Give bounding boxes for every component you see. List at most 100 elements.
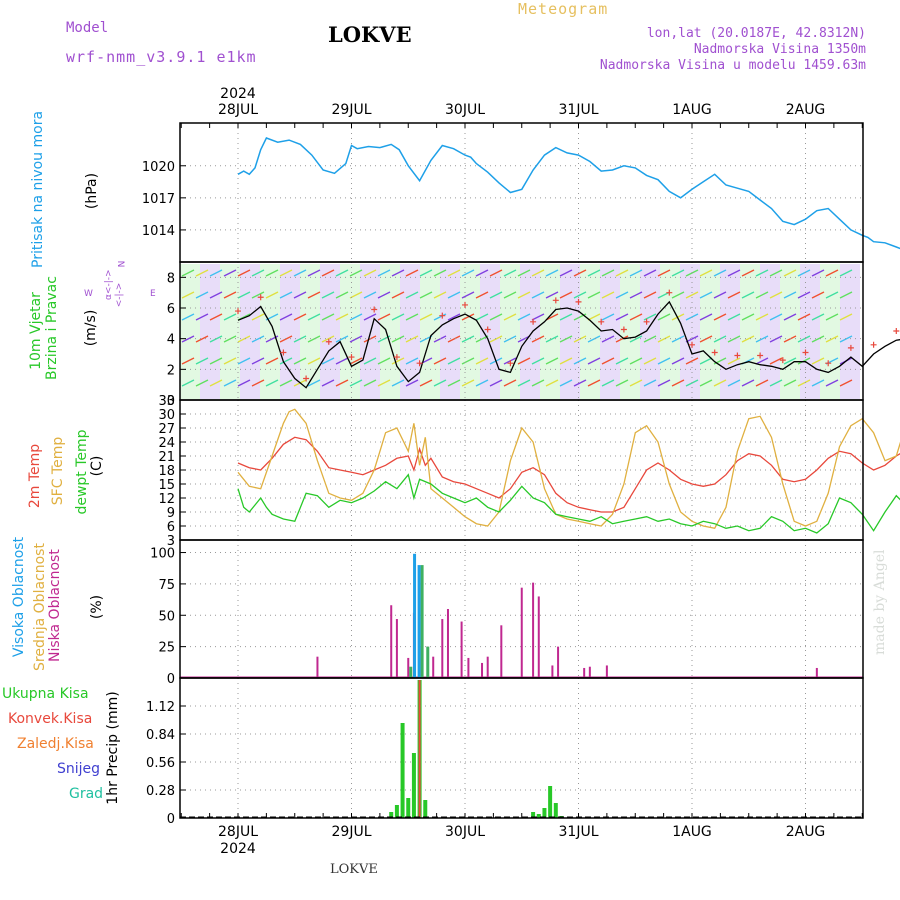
wind-arrow — [629, 291, 643, 299]
wind-arrow — [475, 313, 489, 321]
wind-gust-marker — [643, 318, 650, 325]
wind-arrow — [433, 269, 447, 277]
wind-arrow — [671, 269, 685, 277]
wind-arrow — [783, 379, 797, 387]
temperature-tick-label: 12 — [158, 492, 175, 507]
wind-arrow — [615, 335, 629, 343]
meteogram-label: Meteogram — [518, 0, 609, 18]
wind-gust-marker — [371, 306, 378, 313]
wind-barb-field — [380, 264, 400, 399]
wind-arrow — [615, 269, 629, 277]
wind-arrow — [209, 379, 223, 387]
wind-arrow — [307, 291, 321, 299]
wind-arrow — [307, 269, 321, 277]
wind-arrow — [335, 379, 349, 387]
bottom-date-label: 28JUL — [218, 824, 258, 840]
wind-gust-marker — [825, 360, 832, 367]
wind-arrow — [503, 269, 517, 277]
mid-cloud-bar — [426, 646, 430, 678]
wind-arrow — [727, 313, 741, 321]
legend-frozen-rain: Zaledj.Kisa — [17, 736, 94, 752]
wind-barb-field — [620, 264, 640, 399]
wind-arrow — [797, 313, 811, 321]
wind-arrow — [769, 313, 783, 321]
wind-arrow — [391, 313, 405, 321]
wind-arrow — [671, 379, 685, 387]
wind-arrow — [657, 379, 671, 387]
model-altitude-text: Nadmorska Visina u modelu 1459.63m — [599, 58, 866, 73]
wind-arrow — [559, 357, 573, 365]
wind-arrow — [447, 313, 461, 321]
wind-arrow — [251, 335, 265, 343]
wind-arrow — [839, 313, 853, 321]
wind-arrow — [237, 379, 251, 387]
wind-barb-field — [700, 264, 720, 399]
low-cloud-bar — [395, 619, 398, 678]
low-cloud-bar — [441, 619, 444, 678]
wind-arrow — [223, 291, 237, 299]
wind-arrow — [713, 379, 727, 387]
wind-arrow — [699, 269, 713, 277]
wind-arrow — [181, 357, 195, 365]
temp-sfc-line — [237, 408, 900, 530]
wind-barb-field — [500, 264, 520, 399]
wind-tick-label: 6 — [167, 302, 175, 317]
wind-arrow — [727, 291, 741, 299]
wind-arrow — [559, 269, 573, 277]
low-cloud-bar — [460, 621, 463, 678]
wind-arrow — [391, 357, 405, 365]
wind-arrow — [335, 313, 349, 321]
wind-arrow — [797, 357, 811, 365]
wind-arrow — [517, 269, 531, 277]
wind-barb-field — [660, 264, 680, 399]
wind-arrow — [587, 291, 601, 299]
top-date-label: 30JUL — [445, 102, 485, 118]
wind-arrow — [573, 379, 587, 387]
low-cloud-bar — [605, 665, 608, 678]
wind-gust-marker — [711, 349, 718, 356]
wind-arrow — [741, 291, 755, 299]
wind-arrow — [489, 269, 503, 277]
wind-arrow — [811, 269, 825, 277]
conv-rain-bar — [418, 680, 421, 818]
wind-arrow — [251, 291, 265, 299]
wind-arrow — [699, 357, 713, 365]
temperature-tick-label: 24 — [158, 436, 175, 451]
wind-arrow — [531, 379, 545, 387]
low-cloud-bar — [588, 666, 591, 678]
wind-arrow — [755, 379, 769, 387]
total-rain-bar — [548, 786, 553, 818]
wind-arrow — [811, 357, 825, 365]
wind-barb-field — [720, 264, 740, 399]
precip-tick-label: 0.84 — [146, 728, 175, 743]
wind-arrow — [335, 357, 349, 365]
wind-arrow — [209, 357, 223, 365]
wind-arrow — [769, 269, 783, 277]
low-cloud-bar — [486, 656, 489, 678]
temperature-tick-label: 18 — [158, 464, 175, 479]
wind-arrow — [643, 357, 657, 365]
wind-arrow — [741, 379, 755, 387]
wind-gust-marker — [757, 352, 764, 359]
wind-arrow — [377, 379, 391, 387]
model-name: wrf-nmm_v3.9.1 e1km — [66, 48, 257, 66]
wind-arrow — [363, 357, 377, 365]
wind-arrow — [377, 269, 391, 277]
wind-arrow — [405, 357, 419, 365]
wind-arrow — [755, 269, 769, 277]
wind-arrow — [755, 291, 769, 299]
low-cloud-bar — [520, 587, 523, 678]
temperature-tick-label: 9 — [167, 506, 175, 521]
wind-arrow — [223, 269, 237, 277]
total-rain-bar — [411, 753, 416, 818]
wind-arrow — [447, 335, 461, 343]
high-cloud-bar — [417, 565, 421, 678]
wind-arrow — [195, 335, 209, 343]
wind-arrow — [727, 357, 741, 365]
wind-arrow — [405, 291, 419, 299]
altitude-text: Nadmorska Visina 1350m — [693, 42, 866, 57]
wind-arrow — [629, 269, 643, 277]
wind-arrow — [587, 313, 601, 321]
wind-arrow — [419, 313, 433, 321]
wind-arrow — [307, 379, 321, 387]
